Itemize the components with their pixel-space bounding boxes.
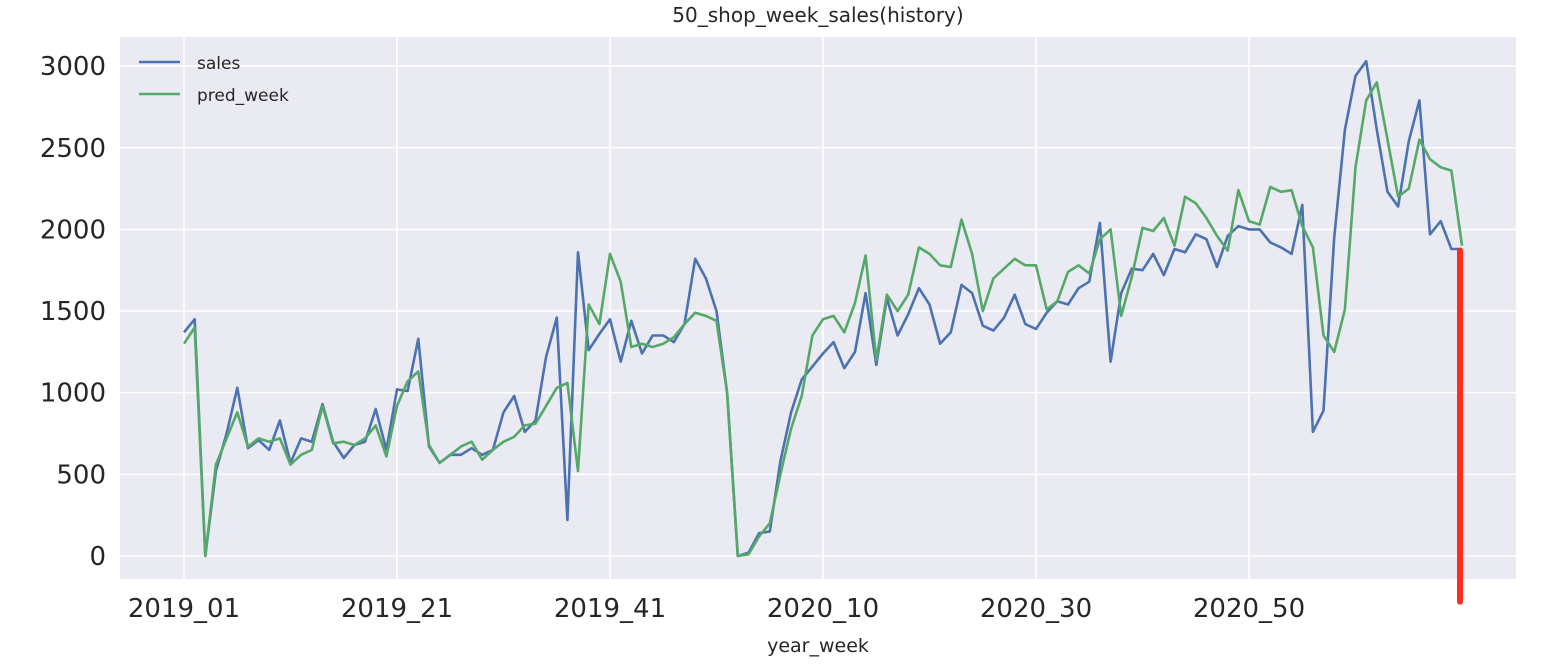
x-axis-ticks: 2019_01 2019_21 2019_41 2020_10 2020_30 2020_…	[128, 594, 1305, 624]
x-axis-label: year_week	[767, 635, 869, 657]
x-tick-label: 2020_10	[767, 594, 879, 624]
chart-title: 50_shop_week_sales(history)	[672, 3, 963, 27]
y-tick-label: 2500	[40, 134, 106, 164]
x-tick-label: 2019_41	[554, 594, 666, 624]
x-tick-label: 2020_30	[980, 594, 1092, 624]
x-tick-label: 2019_21	[341, 594, 453, 624]
y-tick-label: 500	[56, 460, 106, 490]
legend: sales pred_week	[139, 54, 289, 106]
plot-area	[120, 37, 1516, 579]
y-tick-label: 2000	[40, 215, 106, 245]
x-tick-label: 2020_50	[1193, 594, 1305, 624]
series-line-sales	[182, 59, 1462, 558]
gridlines	[120, 37, 1516, 579]
x-tick-label: 2019_01	[128, 594, 240, 624]
y-tick-label: 1500	[40, 297, 106, 327]
y-tick-label: 1000	[40, 379, 106, 409]
series-lines	[182, 59, 1464, 558]
series-line-pred-week	[182, 81, 1464, 558]
y-tick-label: 3000	[40, 52, 106, 82]
y-tick-label: 0	[89, 542, 106, 572]
legend-label-pred-week: pred_week	[197, 86, 289, 106]
legend-label-sales: sales	[197, 54, 240, 74]
y-axis-ticks: 0 500 1000 1500 2000 2500 3000	[40, 52, 106, 572]
